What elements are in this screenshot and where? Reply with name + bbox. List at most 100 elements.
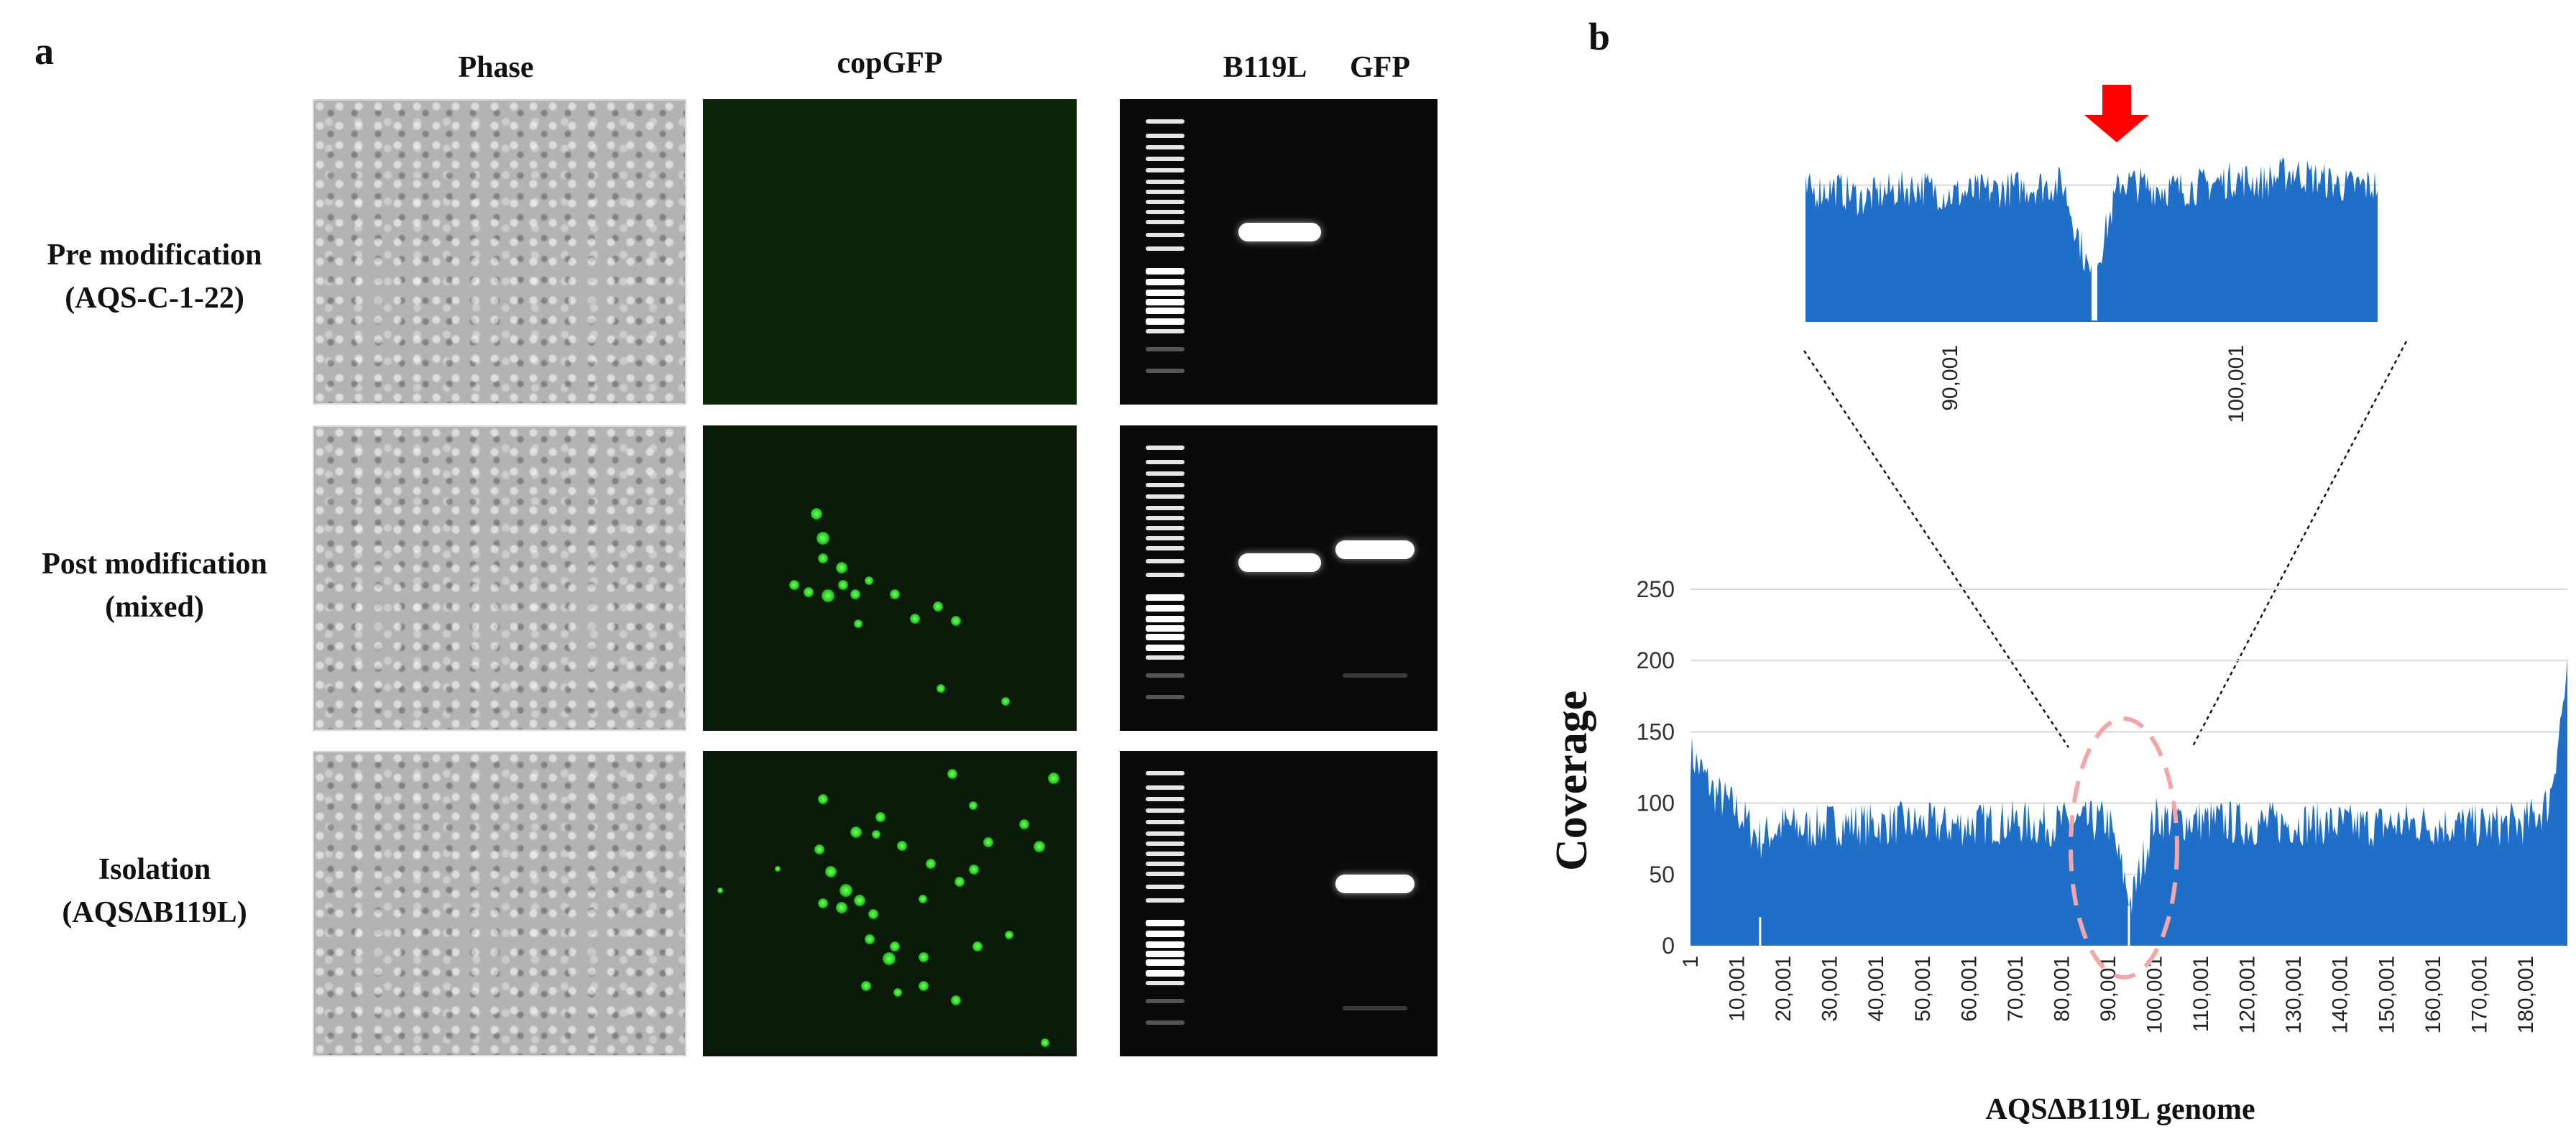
panel-a-letter: a bbox=[34, 29, 54, 73]
copgfp-image-isolation bbox=[703, 751, 1077, 1056]
y-tick-label: 250 bbox=[1637, 576, 1675, 602]
ladder-band bbox=[1146, 951, 1184, 957]
ladder-band bbox=[1146, 616, 1184, 622]
ladder-band bbox=[1146, 808, 1184, 813]
ladder-band bbox=[1146, 771, 1184, 775]
ladder-band bbox=[1146, 246, 1184, 251]
row-label-isolation: Isolation (AQSΔB119L) bbox=[0, 848, 309, 934]
ladder-band bbox=[1146, 981, 1184, 985]
gfp-cell bbox=[893, 988, 902, 997]
ladder-band bbox=[1146, 329, 1184, 333]
zoom-connector-left bbox=[1803, 350, 2070, 748]
ladder-band bbox=[1146, 970, 1184, 977]
x-tick-label: 130,001 bbox=[2282, 956, 2306, 1033]
ladder-band bbox=[1146, 471, 1184, 476]
b119l-band bbox=[1238, 553, 1321, 572]
gel-lane-header-gfp: GFP bbox=[1350, 51, 1410, 84]
ladder-band bbox=[1146, 494, 1184, 499]
gfp-cell bbox=[919, 895, 927, 903]
ladder-band bbox=[1146, 625, 1184, 632]
ladder-band bbox=[1146, 180, 1184, 184]
gfp-cell bbox=[951, 995, 961, 1005]
ladder-band bbox=[1146, 446, 1184, 450]
gfp-cell bbox=[836, 562, 847, 573]
ladder-band bbox=[1146, 506, 1184, 510]
gfp-cell bbox=[933, 601, 943, 612]
ladder-band bbox=[1146, 559, 1184, 563]
ladder-band bbox=[1146, 526, 1184, 530]
y-tick-label: 200 bbox=[1637, 647, 1675, 673]
x-tick-label: 20,001 bbox=[1772, 956, 1795, 1022]
gfp-cell bbox=[954, 877, 965, 887]
x-tick-label: 80,001 bbox=[2050, 956, 2074, 1022]
gfp-cell bbox=[775, 866, 781, 872]
ladder-band bbox=[1146, 959, 1184, 966]
highlight-ellipse bbox=[2069, 716, 2179, 979]
ladder-band bbox=[1146, 797, 1184, 801]
panel-b-letter: b bbox=[1588, 15, 1611, 58]
gfp-cell bbox=[854, 895, 865, 906]
gfp-cell bbox=[926, 859, 936, 869]
row-label-line2: (mixed) bbox=[105, 591, 204, 624]
gfp-cell bbox=[814, 844, 824, 854]
ladder-band bbox=[1146, 536, 1184, 540]
ladder-band bbox=[1146, 785, 1184, 790]
ladder-band bbox=[1146, 673, 1184, 678]
ladder-band bbox=[1146, 299, 1184, 305]
gfp-cell bbox=[983, 837, 993, 847]
gfp-cell bbox=[910, 614, 920, 624]
ladder-band bbox=[1146, 931, 1184, 937]
column-header-copgfp: copGFP bbox=[837, 47, 943, 80]
ladder-band bbox=[1146, 885, 1184, 889]
gfp-cell bbox=[822, 589, 834, 602]
ladder-band bbox=[1146, 220, 1184, 224]
phase-image-isolation bbox=[313, 751, 686, 1056]
b119l-band bbox=[1238, 223, 1321, 241]
x-tick-label: 140,001 bbox=[2329, 956, 2352, 1033]
gfp-cell bbox=[818, 898, 828, 908]
gfp-cell bbox=[1001, 697, 1010, 706]
ladder-band bbox=[1146, 168, 1184, 172]
gfp-band bbox=[1335, 875, 1414, 893]
gel-image-pre bbox=[1120, 99, 1438, 405]
ladder-band bbox=[1146, 999, 1184, 1003]
gfp-cell bbox=[969, 801, 978, 810]
ladder-band bbox=[1146, 820, 1184, 824]
x-tick-label: 110,001 bbox=[2189, 956, 2213, 1032]
x-tick-label: 180,001 bbox=[2514, 956, 2538, 1033]
gfp-cell bbox=[1048, 773, 1059, 784]
ladder-band bbox=[1146, 862, 1184, 866]
x-tick-label: 100,001 bbox=[2225, 345, 2248, 423]
ladder-band bbox=[1146, 233, 1184, 237]
x-tick-label: 60,001 bbox=[1957, 956, 1981, 1022]
gfp-cell bbox=[969, 864, 979, 875]
ladder-band bbox=[1146, 573, 1184, 577]
ladder-band bbox=[1146, 190, 1184, 194]
ladder-band bbox=[1146, 460, 1184, 464]
gfp-cell bbox=[850, 589, 860, 599]
x-tick-label: 50,001 bbox=[1911, 956, 1935, 1022]
phase-image-pre bbox=[313, 99, 686, 405]
ladder-band bbox=[1146, 290, 1184, 296]
gfp-cell bbox=[1041, 1038, 1049, 1047]
gfp-cell bbox=[1034, 841, 1045, 852]
gfp-cell bbox=[1019, 819, 1029, 829]
x-tick-label: 10,001 bbox=[1726, 956, 1749, 1022]
row-label-line2: (AQSΔB119L) bbox=[62, 896, 247, 929]
ladder-band bbox=[1146, 634, 1184, 640]
ladder-band bbox=[1146, 145, 1184, 149]
y-tick-label: 100 bbox=[1637, 790, 1675, 816]
gfp-cell bbox=[883, 952, 896, 965]
ladder-band bbox=[1146, 516, 1184, 520]
ladder-band bbox=[1146, 200, 1184, 204]
x-tick-label: 70,001 bbox=[2004, 956, 2028, 1022]
ladder-band bbox=[1146, 347, 1184, 351]
gfp-cell bbox=[865, 576, 873, 585]
row-label-line2: (AQS-C-1-22) bbox=[65, 282, 244, 315]
gfp-cell bbox=[890, 589, 900, 599]
row-label-line1: Pre modification bbox=[47, 239, 262, 272]
ladder-band bbox=[1146, 941, 1184, 948]
gfp-cell bbox=[818, 553, 828, 563]
coverage-area bbox=[1690, 656, 2567, 946]
ladder-band bbox=[1146, 268, 1184, 275]
